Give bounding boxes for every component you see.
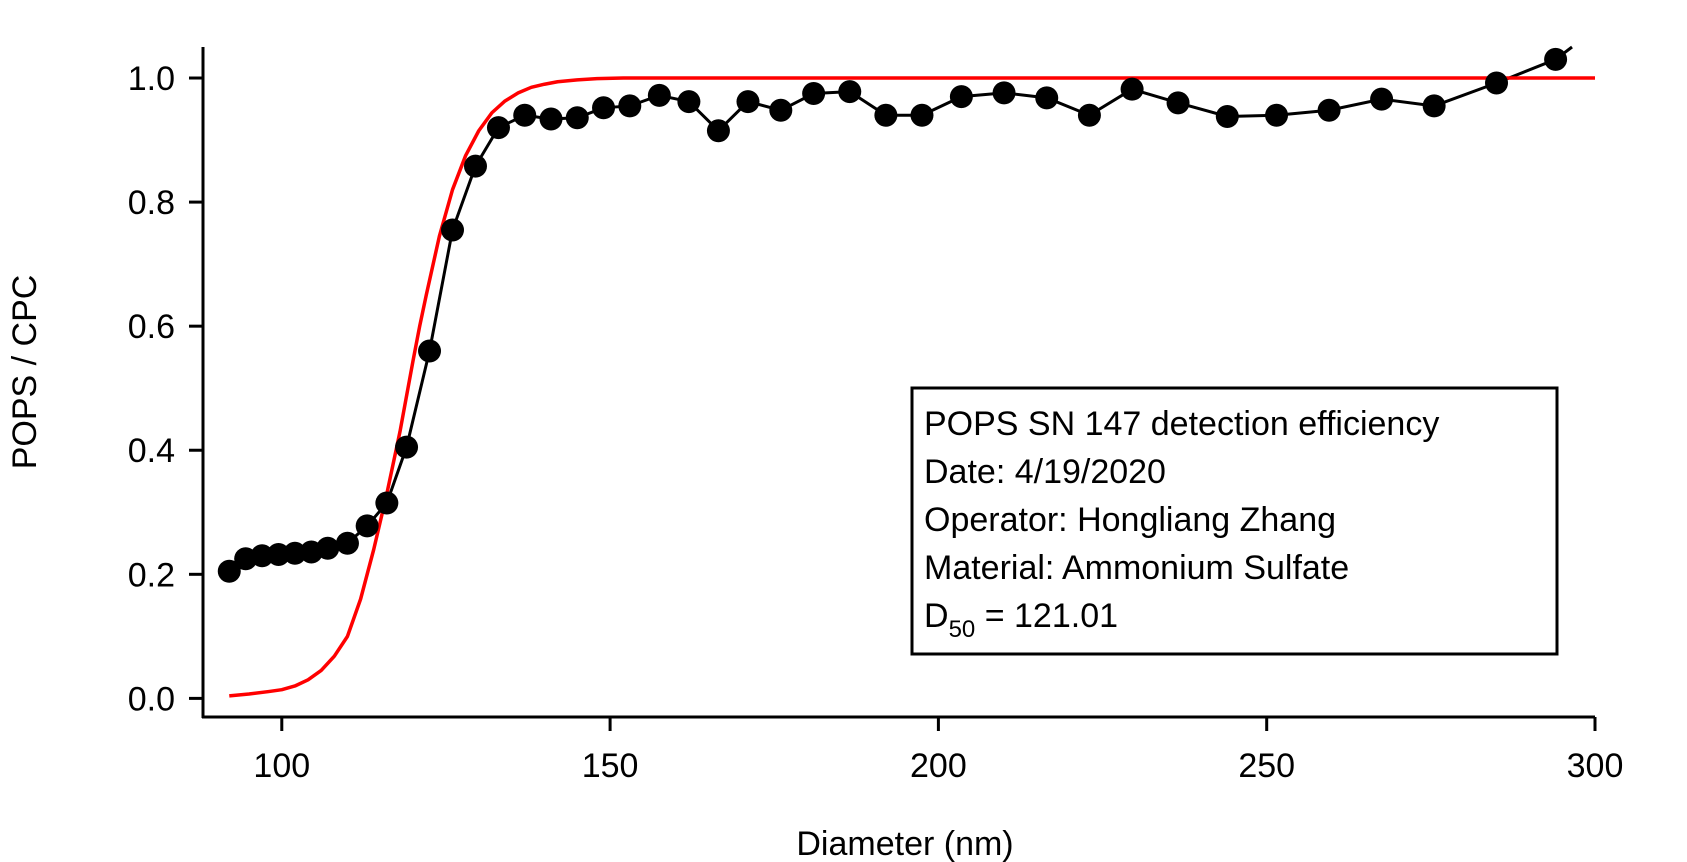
measured-point (418, 339, 442, 363)
measured-point (267, 542, 291, 566)
x-ticks: 100 150 200 250 300 (253, 717, 1623, 785)
measured-point (874, 103, 898, 127)
x-tick-label: 200 (910, 747, 967, 785)
annotation-line-date: Date: 4/19/2020 (924, 453, 1166, 491)
y-ticks: 0.0 0.2 0.4 0.6 0.8 1.0 (128, 60, 203, 718)
measured-point (706, 119, 730, 143)
measured-point (335, 531, 359, 555)
measured-point (1077, 103, 1101, 127)
measured-point (539, 107, 563, 131)
fit-curve-line (229, 76, 1595, 698)
y-tick-label: 0.8 (128, 184, 175, 222)
measured-point (618, 94, 642, 118)
d50-subscript: 50 (949, 616, 976, 643)
y-tick-label: 1.0 (128, 60, 175, 98)
annotation-line-material: Material: Ammonium Sulfate (924, 549, 1349, 587)
annotation-frame (910, 386, 1559, 656)
measured-point (1317, 98, 1341, 122)
d50-value: = 121.01 (975, 597, 1118, 635)
measured-point (802, 82, 826, 106)
measured-point (513, 103, 537, 127)
measured-point (1265, 103, 1289, 127)
d50-prefix: D (924, 597, 949, 635)
measured-point (769, 98, 793, 122)
measured-point (1422, 94, 1446, 118)
measured-point (486, 116, 510, 140)
series-layer (217, 45, 1595, 698)
annotation-line-operator: Operator: Hongliang Zhang (924, 501, 1336, 539)
axes (201, 47, 1595, 719)
measured-point (250, 544, 274, 568)
annotation-box: POPS SN 147 detection efficiency Date: 4… (910, 386, 1559, 656)
measured-point (217, 559, 241, 583)
measured-point (592, 96, 616, 120)
measured-point (565, 106, 589, 130)
measured-point (949, 85, 973, 109)
measured-point (355, 514, 379, 538)
measured-point (1035, 86, 1059, 110)
y-tick-label: 0.4 (128, 432, 175, 470)
x-tick-label: 150 (582, 747, 639, 785)
measured-point (910, 103, 934, 127)
annotation-line-d50: D50 = 121.01 (924, 597, 1118, 643)
measured-point (395, 435, 419, 459)
measured-point (316, 536, 340, 560)
measured-point (1370, 87, 1394, 111)
x-tick-label: 100 (253, 747, 310, 785)
y-tick-label: 0.6 (128, 308, 175, 346)
measured-point (283, 541, 307, 565)
measured-point (1485, 71, 1509, 95)
measured-point (463, 154, 487, 178)
x-tick-label: 300 (1567, 747, 1624, 785)
measured-point (677, 90, 701, 114)
measured-point (1544, 47, 1568, 71)
measured-point (736, 90, 760, 114)
x-axis-title: Diameter (nm) (796, 825, 1013, 862)
annotation-line-title: POPS SN 147 detection efficiency (924, 405, 1439, 443)
y-tick-label: 0.2 (128, 556, 175, 594)
measured-point (375, 491, 399, 515)
y-tick-label: 0.0 (128, 680, 175, 718)
measured-point (1120, 77, 1144, 101)
measured-point (647, 83, 671, 107)
measured-point (1166, 91, 1190, 115)
measured-point (838, 80, 862, 104)
x-tick-label: 250 (1238, 747, 1295, 785)
y-axis-title: POPS / CPC (6, 275, 44, 470)
measured-point (441, 218, 465, 242)
measured-point (1215, 104, 1239, 128)
measured-point (992, 81, 1016, 105)
